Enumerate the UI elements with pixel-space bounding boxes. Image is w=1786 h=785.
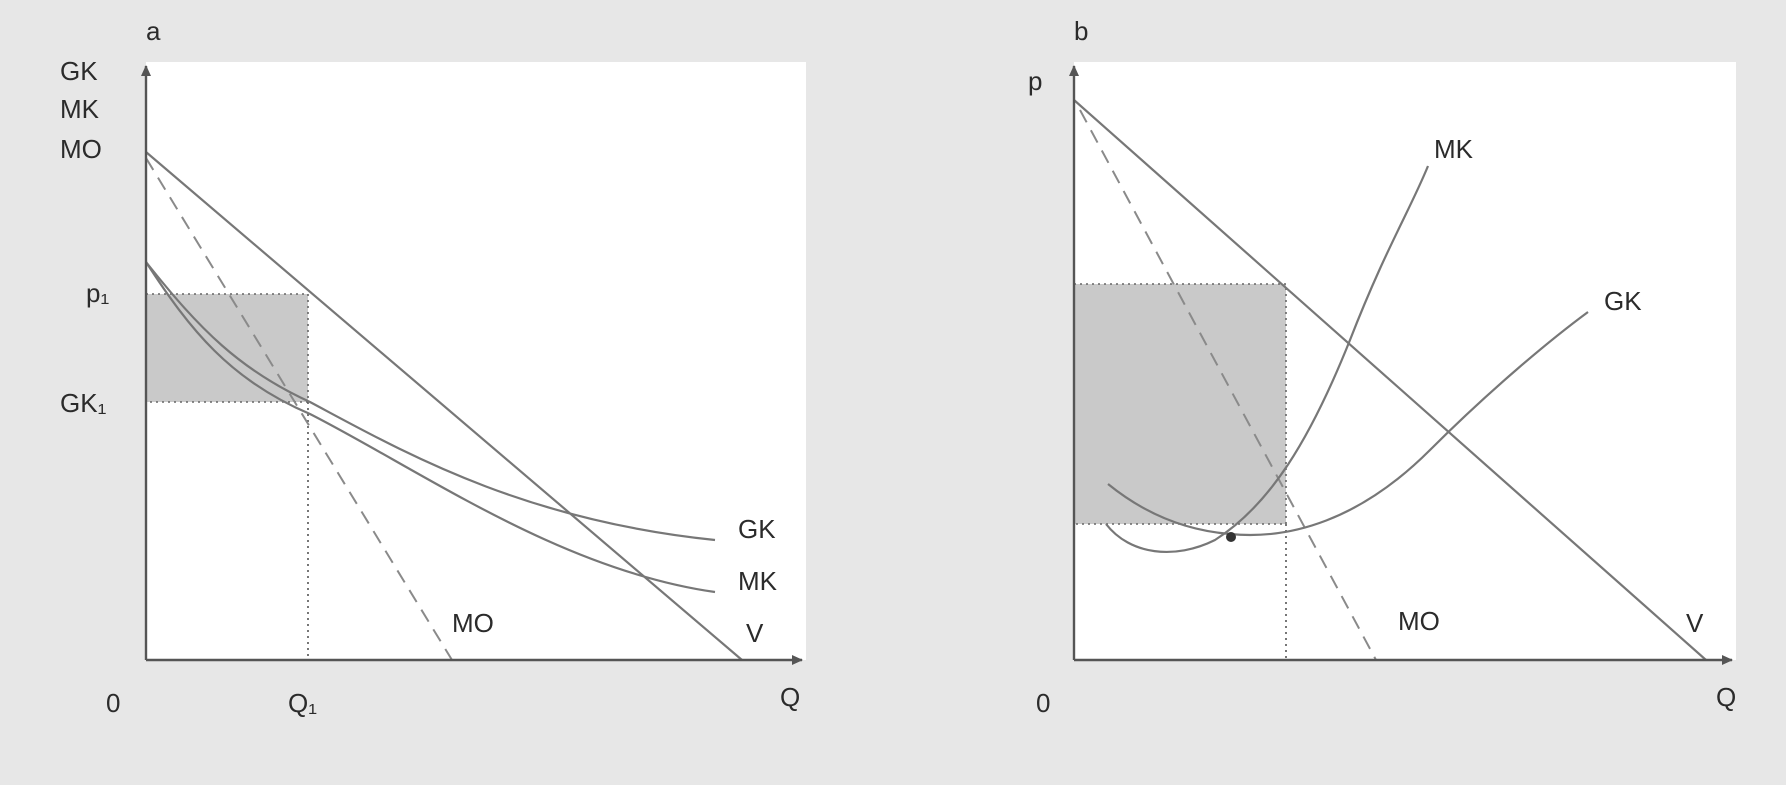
panel-b-mk-label: MK	[1434, 134, 1474, 164]
panel-a-y-label-mk: MK	[60, 94, 100, 124]
panel-a: a GK MK MO p₁ GK₁ Q₁ 0 Q GK MK MO V	[60, 16, 806, 718]
panel-a-y-label-gk: GK	[60, 56, 98, 86]
panel-a-mo-label: MO	[452, 608, 494, 638]
panel-b-mo-curve	[1079, 109, 1377, 661]
panel-a-gk-label: GK	[738, 514, 776, 544]
panel-b-y-label: p	[1028, 66, 1042, 96]
panel-a-v-label: V	[746, 618, 764, 648]
panel-b-x-label: Q	[1716, 682, 1736, 712]
panel-b-v-curve	[1073, 99, 1707, 661]
panel-b: b p 0 Q MK GK MO V	[1028, 16, 1736, 718]
panel-b-profit-area	[1073, 283, 1287, 525]
panel-a-x-label: Q	[780, 682, 800, 712]
panel-b-gk-curve	[1107, 311, 1589, 537]
panel-b-min-point	[1226, 532, 1236, 542]
panel-a-tick-q1: Q₁	[288, 688, 317, 718]
panel-a-tick-p1: p₁	[86, 278, 109, 308]
panel-a-mk-label: MK	[738, 566, 778, 596]
panel-a-gk-curve	[145, 261, 716, 542]
panel-b-v-label: V	[1686, 608, 1704, 638]
panel-b-mk-curve	[1105, 165, 1430, 554]
panel-a-profit-area	[145, 293, 309, 403]
panel-a-label: a	[146, 16, 161, 46]
panel-b-label: b	[1074, 16, 1088, 46]
panel-a-mk-curve	[145, 261, 716, 594]
panel-a-tick-gk1: GK₁	[60, 388, 107, 418]
panel-b-mo-label: MO	[1398, 606, 1440, 636]
panel-b-gk-label: GK	[1604, 286, 1642, 316]
panel-a-origin: 0	[106, 688, 120, 718]
panel-a-mo-curve	[145, 157, 453, 661]
panel-b-origin: 0	[1036, 688, 1050, 718]
panel-a-y-label-mo: MO	[60, 134, 102, 164]
